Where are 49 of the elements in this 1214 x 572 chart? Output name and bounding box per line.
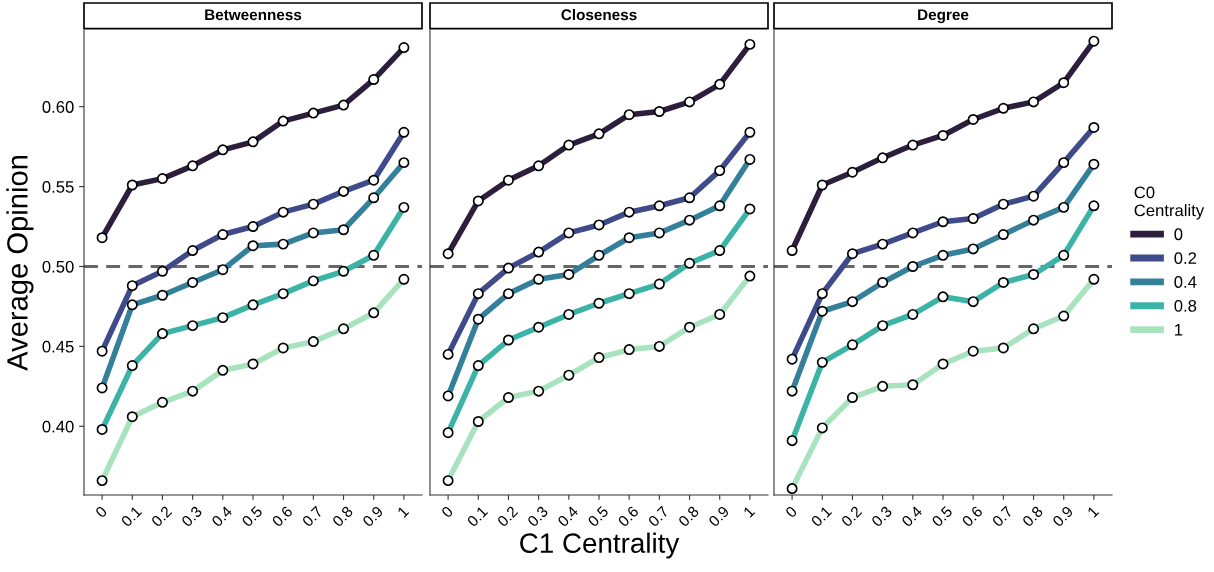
x-tick-label: 0.2 [150, 505, 173, 528]
legend-label: 0.2 [1174, 252, 1197, 265]
x-tick-label: 0.8 [677, 505, 700, 528]
y-tick-label: 0.45 [42, 340, 74, 353]
x-tick-label: 0.1 [120, 505, 143, 528]
x-tick-label: 0.8 [331, 505, 354, 528]
y-tick-label: 0.50 [42, 260, 74, 273]
x-tick-label: 0.5 [587, 505, 609, 528]
x-tick-label: 0 [440, 505, 454, 519]
legend-title: C0 Centrality [1134, 186, 1205, 220]
x-tick-label: 0.1 [810, 505, 833, 528]
x-tick-label: 0 [94, 505, 108, 519]
x-tick-label: 0.7 [647, 505, 670, 528]
chart-title: Closeness [561, 8, 637, 21]
y-tick-label: 0.55 [42, 181, 74, 193]
chart-title: Betweenness [205, 9, 302, 21]
x-tick-label: 1 [397, 505, 410, 518]
x-tick-label: 0.4 [556, 505, 579, 528]
x-tick-label: 0.7 [301, 505, 324, 528]
x-tick-label: 0.5 [931, 505, 953, 528]
y-tick-label: 0.60 [42, 101, 74, 113]
chart-title: Degree [918, 9, 969, 24]
x-tick-label: 0.2 [840, 505, 863, 528]
x-tick-label: 0.9 [707, 505, 730, 528]
legend-label: 0 [1174, 228, 1183, 241]
x-tick-label: 1 [1087, 505, 1100, 518]
x-tick-label: 1 [743, 505, 756, 518]
y-axis-title: Average Opinion [6, 156, 34, 371]
x-tick-label: 0.2 [496, 505, 519, 528]
x-tick-label: 0.7 [991, 505, 1014, 528]
x-tick-label: 0.4 [210, 505, 233, 528]
x-axis-title: C1 Centrality [520, 532, 680, 559]
x-tick-label: 0.9 [361, 505, 384, 528]
x-tick-label: 0.3 [180, 505, 203, 528]
x-tick-label: 0.3 [870, 505, 893, 528]
x-tick-label: 0.6 [271, 505, 294, 528]
x-tick-label: 0.3 [526, 505, 549, 528]
legend-label: 0.8 [1174, 299, 1197, 312]
x-tick-label: 0.6 [961, 505, 984, 528]
x-tick-label: 0.1 [466, 505, 489, 528]
x-tick-label: 0.4 [900, 505, 923, 528]
x-tick-label: 0.8 [1021, 505, 1044, 528]
legend-label: 1 [1175, 323, 1183, 336]
y-tick-label: 0.40 [42, 420, 74, 433]
x-tick-label: 0.9 [1051, 505, 1074, 528]
legend-label: 0.4 [1174, 276, 1197, 288]
x-tick-label: 0 [784, 505, 798, 519]
x-tick-label: 0.5 [241, 505, 263, 528]
x-tick-label: 0.6 [617, 505, 640, 528]
